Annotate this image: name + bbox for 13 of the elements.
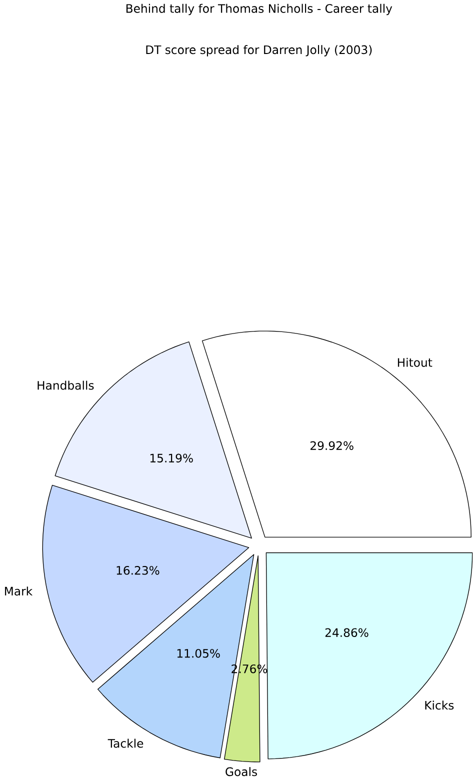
slice-label: Handballs bbox=[38, 380, 94, 390]
chart-subtitle: DT score spread for Darren Jolly (2003) bbox=[146, 45, 372, 56]
data-label: 24.86% bbox=[326, 628, 368, 637]
slice-label: Kicks bbox=[425, 700, 454, 710]
data-label: 15.19% bbox=[150, 454, 194, 463]
slice-label: Goals bbox=[226, 767, 258, 776]
data-label: 11.05% bbox=[178, 648, 220, 658]
data-label: 16.23% bbox=[116, 566, 160, 575]
data-label: 29.92% bbox=[310, 441, 354, 450]
chart-title: Behind tally for Thomas Nicholls - Career tally bbox=[126, 4, 392, 16]
slice-label: Hitout bbox=[398, 358, 432, 367]
slice-label: Tackle bbox=[108, 738, 144, 748]
slice-label: Mark bbox=[5, 586, 33, 596]
